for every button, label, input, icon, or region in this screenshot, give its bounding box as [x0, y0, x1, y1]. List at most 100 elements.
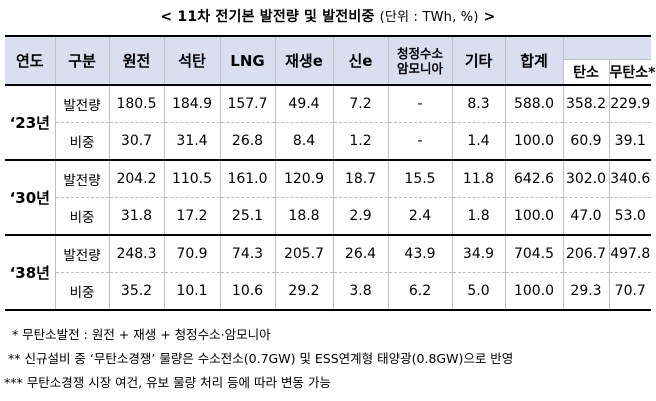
value-cell: 100.0 [504, 196, 564, 236]
value-cell: 340.6 [608, 159, 651, 198]
value-cell: 26.8 [219, 121, 276, 161]
table-row: 비중 31.8 17.2 25.1 18.8 2.9 2.4 1.8 100.0 47.0 53.0 [5, 196, 651, 236]
value-cell: 17.2 [163, 196, 221, 236]
row-label: 발전량 [54, 234, 110, 273]
table-row: 비중 35.2 10.1 10.6 29.2 3.8 6.2 5.0 100.0 29.3 70.7 [5, 271, 651, 311]
value-cell: 60.9 [562, 121, 610, 161]
value-cell: 1.4 [451, 121, 506, 161]
row-label: 발전량 [54, 159, 110, 198]
table-title: < 11차 전기본 발전량 및 발전비중 (단위 : TWh, %) > [0, 6, 656, 26]
footnotes: * 무탄소발전 : 원전 + 재생 + 청정수소·암모니아 ** 신규설비 중 … [4, 323, 513, 395]
value-cell: 43.9 [387, 234, 453, 273]
value-cell: 31.4 [163, 121, 221, 161]
header-other: 기타 [451, 35, 506, 86]
year-cell: ‘30년 [5, 159, 56, 236]
value-cell: 642.6 [504, 159, 564, 198]
table-row: ‘23년 발전량 180.5 184.9 157.7 49.4 7.2-8.3 588.0 35… [5, 84, 651, 161]
value-cell: 206.7 [562, 234, 610, 273]
footnote-1: * 무탄소발전 : 원전 + 재생 + 청정수소·암모니아 [4, 327, 271, 342]
value-cell: 248.3 [108, 234, 165, 273]
row-label: 발전량 [54, 84, 110, 123]
header-carbon-free: 무탄소* [608, 58, 655, 86]
header-clean-hydrogen-label: 청정수소 암모니아 [396, 45, 443, 76]
value-cell: 15.5 [387, 159, 453, 198]
header-row: 연도 구분 원전 석탄 LNG 재생e 신e 청정수소 암모니아 기타 합계 [5, 35, 651, 86]
value-cell: 29.3 [562, 271, 610, 311]
value-cell: 1.2 [332, 121, 389, 161]
value-cell: 110.5 [163, 159, 221, 198]
generation-table: 연도 구분 원전 석탄 LNG 재생e 신e 청정수소 암모니아 기타 합계 탄소… [5, 35, 655, 311]
value-cell: 49.4 [274, 84, 334, 123]
value-cell: 204.2 [108, 159, 165, 198]
value-cell: 30.7 [108, 121, 165, 161]
value-cell: 29.2 [274, 271, 334, 311]
header-group-top [562, 35, 651, 60]
value-cell: 39.1 [608, 121, 651, 161]
value-cell: 5.0 [451, 271, 506, 311]
footnote-3: *** 무탄소경쟁 시장 여건, 유보 물량 처리 등에 따라 변동 가능 [4, 375, 331, 390]
header-sub-row: 탄소 무탄소* [5, 58, 655, 86]
header-total: 합계 [504, 35, 564, 86]
value-cell: 100.0 [504, 121, 564, 161]
value-cell: 302.0 [562, 159, 610, 198]
header-clean-hydrogen: 청정수소 암모니아 [387, 35, 453, 86]
value-cell: 47.0 [562, 196, 610, 236]
value-cell: 704.5 [504, 234, 564, 273]
value-cell: 8.4 [274, 121, 334, 161]
header-year: 연도 [5, 35, 56, 86]
header-coal: 석탄 [163, 35, 221, 86]
value-cell: 25.1 [219, 196, 276, 236]
row-label: 비중 [54, 271, 110, 311]
value-cell: 70.7 [608, 271, 651, 311]
header-new-energy: 신e [332, 35, 389, 86]
table-row: ‘30년 발전량 204.2 110.5 161.0 120.9 18.7 15.5 11.8 6… [5, 159, 651, 236]
value-cell: 35.2 [108, 271, 165, 311]
value-cell: 70.9 [163, 234, 221, 273]
value-cell: 497.8 [608, 234, 651, 273]
value-cell: 205.7 [274, 234, 334, 273]
header-carbon: 탄소 [562, 58, 610, 86]
value-cell: 3.8 [332, 271, 389, 311]
value-cell: 2.4 [387, 196, 453, 236]
header-renewable: 재생e [274, 35, 334, 86]
value-cell: 1.8 [451, 196, 506, 236]
value-cell: 2.9 [332, 196, 389, 236]
value-cell: 358.2 [562, 84, 610, 123]
header-lng: LNG [219, 35, 276, 86]
value-cell: 10.6 [219, 271, 276, 311]
year-cell: ‘23년 [5, 84, 56, 161]
value-cell: 8.3 [451, 84, 506, 123]
value-cell: 180.5 [108, 84, 165, 123]
value-cell: 157.7 [219, 84, 276, 123]
table-row: ‘38년 발전량 248.3 70.9 74.3 205.7 26.4 43.9 34.9 704… [5, 234, 651, 311]
value-cell: - [387, 121, 453, 161]
value-cell: 184.9 [163, 84, 221, 123]
table-row: 비중 30.7 31.4 26.8 8.4 1.2-1.4 100.0 60.9 39.1 [5, 121, 651, 161]
year-cell: ‘38년 [5, 234, 56, 311]
row-label: 비중 [54, 121, 110, 161]
value-cell: 34.9 [451, 234, 506, 273]
value-cell: 120.9 [274, 159, 334, 198]
title-end: > [483, 9, 496, 25]
value-cell: 100.0 [504, 271, 564, 311]
footnote-2: ** 신규설비 중 ‘무탄소경쟁’ 물량은 수소전소(0.7GW) 및 ESS연… [4, 351, 514, 366]
value-cell: 18.8 [274, 196, 334, 236]
value-cell: 53.0 [608, 196, 651, 236]
value-cell: 10.1 [163, 271, 221, 311]
header-nuclear: 원전 [108, 35, 165, 86]
value-cell: 161.0 [219, 159, 276, 198]
value-cell: 74.3 [219, 234, 276, 273]
value-cell: 6.2 [387, 271, 453, 311]
value-cell: - [387, 84, 453, 123]
value-cell: 7.2 [332, 84, 389, 123]
value-cell: 31.8 [108, 196, 165, 236]
value-cell: 18.7 [332, 159, 389, 198]
title-unit: (단위 : TWh, %) [379, 10, 479, 25]
value-cell: 229.9 [608, 84, 651, 123]
value-cell: 26.4 [332, 234, 389, 273]
value-cell: 588.0 [504, 84, 564, 123]
row-label: 비중 [54, 196, 110, 236]
title-main: < 11차 전기본 발전량 및 발전비중 [160, 9, 375, 25]
value-cell: 11.8 [451, 159, 506, 198]
header-type: 구분 [54, 35, 110, 86]
